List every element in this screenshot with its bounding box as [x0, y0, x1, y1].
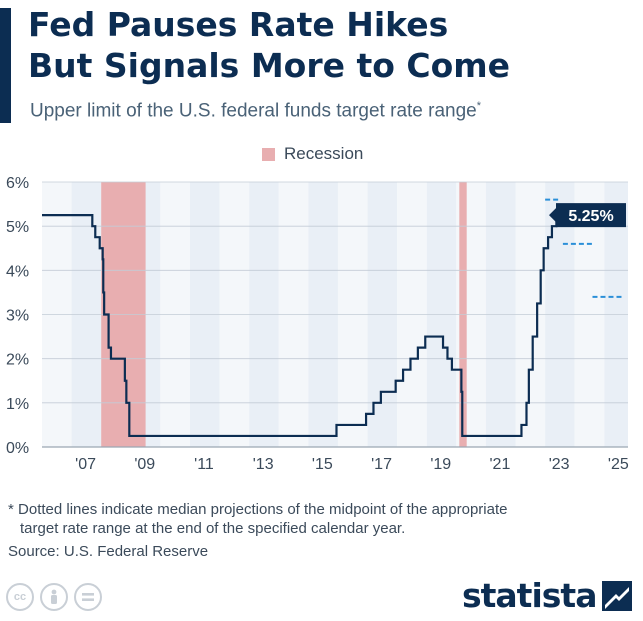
callout-box [556, 203, 626, 228]
legend-label-recession: Recession [284, 144, 364, 163]
x-tick-label: '23 [549, 456, 570, 473]
title-line-2: But Signals More to Come [28, 46, 511, 85]
chart-title: Fed Pauses Rate Hikes But Signals More t… [28, 4, 628, 86]
footnote: * Dotted lines indicate median projectio… [8, 500, 628, 538]
title-accent-bar [0, 8, 11, 123]
source-note: Source: U.S. Federal Reserve [8, 543, 209, 560]
x-tick-label: '17 [371, 456, 392, 473]
footnote-mark: * [8, 501, 14, 518]
attribution-icon[interactable] [40, 583, 68, 611]
footnote-line-1: Dotted lines indicate median projections… [18, 501, 508, 518]
statista-mark-icon [602, 581, 633, 611]
footnote-line-2: target rate range at the end of the spec… [20, 520, 406, 537]
x-tick-label: '07 [75, 456, 96, 473]
license-icons: cc [6, 583, 102, 611]
x-tick-label: '09 [134, 456, 155, 473]
callout-label: 5.25% [568, 208, 613, 225]
y-tick-label: 5% [6, 219, 29, 236]
y-tick-label: 4% [6, 263, 29, 280]
subtitle-footnote-mark: * [476, 100, 482, 112]
title-line-1: Fed Pauses Rate Hikes [28, 5, 449, 44]
x-tick-label: '15 [312, 456, 333, 473]
legend-swatch-recession [262, 147, 275, 161]
x-tick-label: '25 [608, 456, 629, 473]
x-tick-label: '11 [194, 456, 214, 473]
x-tick-label: '21 [490, 456, 511, 473]
y-tick-label: 3% [6, 308, 29, 325]
x-tick-label: '19 [430, 456, 451, 473]
subtitle-text: Upper limit of the U.S. federal funds ta… [30, 100, 477, 122]
legend: Recession [262, 144, 363, 164]
y-tick-label: 1% [6, 396, 29, 413]
y-tick-label: 0% [6, 440, 29, 457]
statista-logo[interactable]: statista [462, 576, 633, 615]
x-tick-label: '13 [253, 456, 274, 473]
chart-plot: 0% 1% 2% 3% 4% 5% 6% '07 '09 '11 '13 '15 '17 '19 '21 '… [6, 175, 629, 473]
callout-pointer [549, 208, 556, 223]
y-tick-label: 6% [6, 175, 29, 192]
chart-subtitle: Upper limit of the U.S. federal funds ta… [30, 100, 481, 122]
y-tick-label: 2% [6, 352, 29, 369]
no-derivatives-icon[interactable] [74, 583, 102, 611]
brand-name: statista [462, 576, 597, 615]
rate-line [42, 214, 560, 438]
cc-icon[interactable]: cc [6, 583, 34, 611]
